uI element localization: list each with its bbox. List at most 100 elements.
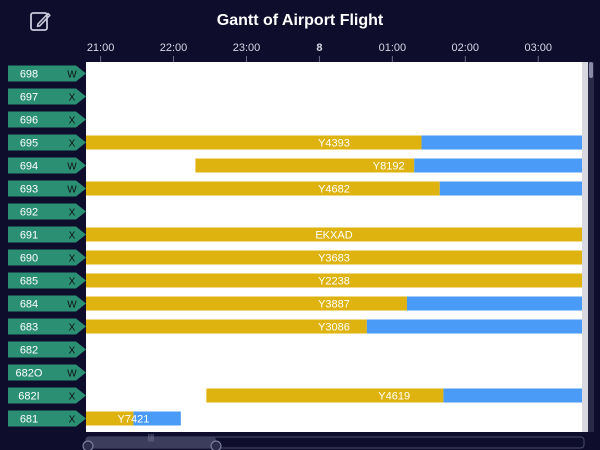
row-id: 695 <box>20 138 38 150</box>
row-label-tab <box>8 410 86 427</box>
flight-bar-main <box>86 296 407 311</box>
flight-bar-y7421: Y7421 <box>86 411 181 426</box>
scroll-handle-left[interactable] <box>82 440 94 450</box>
row-label-tab <box>8 88 86 105</box>
row-id: 693 <box>20 184 38 196</box>
row-id: 691 <box>20 230 38 242</box>
row-label-693: 693 W <box>8 180 86 197</box>
row-label-696: 696 X <box>8 111 86 128</box>
flight-label: Y4393 <box>318 138 350 150</box>
row-label-691: 691 X <box>8 226 86 243</box>
scroll-handle-right[interactable] <box>210 440 222 450</box>
row-label-698: 698 W <box>8 65 86 82</box>
flight-bar-tail <box>406 296 582 311</box>
flight-bar-tail <box>133 411 181 426</box>
vertical-scrollbar[interactable] <box>588 62 594 432</box>
row-code: X <box>69 254 76 265</box>
flight-bar-tail <box>366 319 582 334</box>
row-label-695: 695 X <box>8 134 86 151</box>
row-label-682o: 682O W <box>8 364 86 381</box>
row-code: X <box>69 323 76 334</box>
flight-bar-y8192: Y8192 <box>195 158 582 173</box>
flight-bar-tail <box>421 135 582 150</box>
flight-label: Y3086 <box>318 322 350 334</box>
plot-area <box>86 62 582 432</box>
flight-bar-y4619: Y4619 <box>206 388 582 403</box>
x-tick-label: 8 <box>316 42 322 54</box>
row-label-tab <box>8 341 86 358</box>
row-code: X <box>69 392 76 403</box>
flight-bar-tail <box>443 388 582 403</box>
row-label-tab <box>8 318 86 335</box>
flight-label: Y7421 <box>118 414 150 426</box>
row-label-682: 682 X <box>8 341 86 358</box>
row-code: X <box>69 415 76 426</box>
flight-bar-main <box>195 158 415 173</box>
flight-bars: Y4393 Y8192 Y4682 EKXAD Y3683 Y2238 Y3887 Y3086… <box>86 135 582 426</box>
row-code: X <box>69 277 76 288</box>
row-id: 681 <box>20 414 38 426</box>
scrollbar[interactable]: ||| <box>82 433 585 450</box>
row-label-692: 692 X <box>8 203 86 220</box>
row-code: X <box>69 139 76 150</box>
flight-bar-main <box>86 273 582 288</box>
row-label-682i: 682I X <box>8 387 86 404</box>
row-label-tab <box>8 249 86 266</box>
row-label-tab <box>8 65 86 82</box>
row-labels: 698 W 697 X 696 X 695 X 694 W 693 W 692 X 691 X 690 X 685 X… <box>8 65 86 427</box>
flight-bar-tail <box>439 181 582 196</box>
row-code: X <box>69 346 76 357</box>
flight-bar-main <box>86 250 582 265</box>
row-label-690: 690 X <box>8 249 86 266</box>
edit-icon[interactable] <box>28 10 52 34</box>
row-label-tab <box>8 272 86 289</box>
row-id: 698 <box>20 69 38 81</box>
row-id: 690 <box>20 253 38 265</box>
flight-label: EKXAD <box>315 230 352 242</box>
x-axis: 21:00 22:00 23:00 8 01:00 02:00 03:00 <box>87 42 552 62</box>
flight-bar-main <box>86 135 422 150</box>
row-label-tab <box>8 364 86 381</box>
row-id: 684 <box>20 299 38 311</box>
row-id: 697 <box>20 92 38 104</box>
flight-bar-main <box>86 227 582 242</box>
flight-label: Y4619 <box>378 391 410 403</box>
chart-title: Gantt of Airport Flight <box>217 12 384 29</box>
x-tick-label: 02:00 <box>452 42 480 54</box>
row-id: 682O <box>16 368 43 380</box>
row-code: W <box>67 162 77 173</box>
flight-bar-y3086: Y3086 <box>86 319 582 334</box>
flight-label: Y4682 <box>318 184 350 196</box>
flight-label: Y2238 <box>318 276 350 288</box>
flight-bar-main <box>206 388 444 403</box>
flight-bar-y2238: Y2238 <box>86 273 582 288</box>
row-code: X <box>69 116 76 127</box>
row-id: 682I <box>18 391 39 403</box>
row-code: W <box>67 185 77 196</box>
row-label-697: 697 X <box>8 88 86 105</box>
x-tick-label: 22:00 <box>160 42 188 54</box>
row-code: W <box>67 70 77 81</box>
flight-bar-y3887: Y3887 <box>86 296 582 311</box>
row-code: X <box>69 231 76 242</box>
flight-bar-main <box>86 181 440 196</box>
x-tick-label: 03:00 <box>524 42 552 54</box>
flight-bar-tail <box>414 158 582 173</box>
svg-text:|||: ||| <box>148 433 154 442</box>
row-label-685: 685 X <box>8 272 86 289</box>
flight-bar-main <box>86 319 367 334</box>
x-tick-label: 01:00 <box>379 42 407 54</box>
row-label-tab <box>8 203 86 220</box>
flight-bar-ekxad: EKXAD <box>86 227 582 242</box>
plot-right-edge <box>582 62 588 432</box>
row-label-tab <box>8 111 86 128</box>
row-label-tab <box>8 226 86 243</box>
row-code: W <box>67 369 77 380</box>
row-label-tab <box>8 180 86 197</box>
flight-bar-y3683: Y3683 <box>86 250 582 265</box>
row-label-684: 684 W <box>8 295 86 312</box>
row-id: 696 <box>20 115 38 127</box>
row-id: 685 <box>20 276 38 288</box>
row-label-tab <box>8 134 86 151</box>
